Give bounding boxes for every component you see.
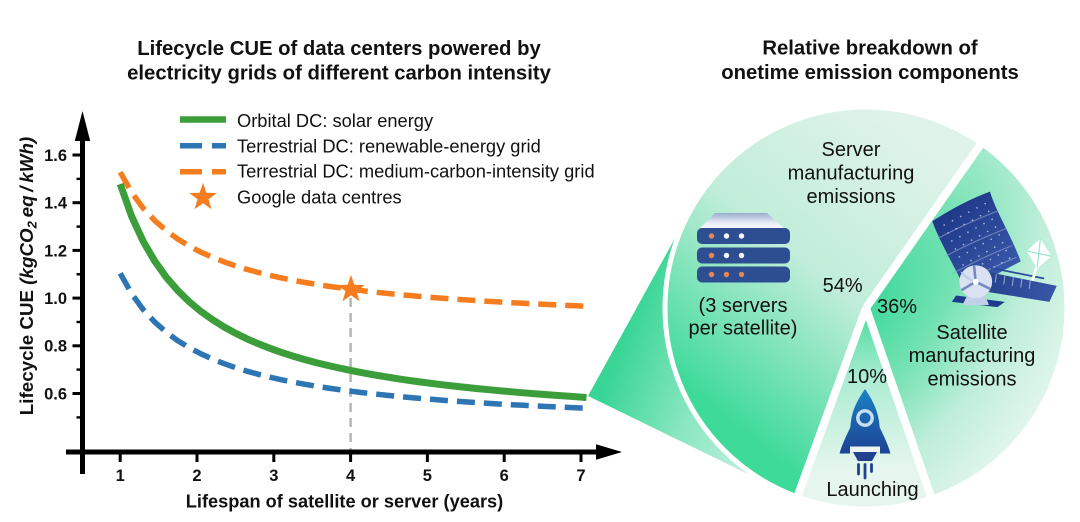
- svg-text:1.4: 1.4: [44, 195, 68, 213]
- svg-text:6: 6: [500, 467, 509, 485]
- svg-text:manufacturing: manufacturing: [909, 345, 1036, 367]
- svg-text:Relative breakdown of: Relative breakdown of: [762, 38, 978, 60]
- svg-text:Launching: Launching: [826, 479, 918, 501]
- svg-text:54%: 54%: [823, 275, 863, 297]
- svg-text:Terrestrial DC: medium-carbon-: Terrestrial DC: medium-carbon-intensity …: [237, 161, 595, 182]
- svg-text:Lifecycle CUE of data centers: Lifecycle CUE of data centers powered by: [137, 38, 541, 60]
- svg-text:5: 5: [423, 467, 432, 485]
- svg-text:1: 1: [116, 467, 125, 485]
- svg-text:0.6: 0.6: [44, 385, 67, 403]
- svg-text:Server: Server: [822, 139, 881, 161]
- svg-text:1.6: 1.6: [44, 147, 67, 165]
- svg-text:manufacturing: manufacturing: [788, 163, 915, 185]
- svg-text:per satellite): per satellite): [689, 318, 798, 340]
- svg-text:Lifecycle CUE (kgCO2 eq / kWh): Lifecycle CUE (kgCO2 eq / kWh): [16, 137, 40, 415]
- svg-text:0.8: 0.8: [44, 338, 67, 356]
- svg-text:7: 7: [576, 467, 585, 485]
- svg-text:Satellite: Satellite: [936, 322, 1007, 344]
- svg-text:1.2: 1.2: [44, 242, 67, 260]
- svg-text:onetime emission components: onetime emission components: [721, 62, 1019, 84]
- svg-text:emissions: emissions: [928, 369, 1017, 391]
- svg-text:Orbital DC: solar energy: Orbital DC: solar energy: [237, 110, 434, 131]
- svg-text:(3 servers: (3 servers: [699, 295, 788, 317]
- svg-text:4: 4: [346, 467, 356, 485]
- svg-text:Terrestrial DC: renewable-ener: Terrestrial DC: renewable-energy grid: [237, 135, 541, 156]
- svg-text:emissions: emissions: [807, 186, 896, 208]
- svg-text:1.0: 1.0: [44, 290, 67, 308]
- svg-text:2: 2: [192, 467, 201, 485]
- svg-text:10%: 10%: [847, 366, 887, 388]
- svg-text:36%: 36%: [877, 296, 917, 318]
- svg-text:3: 3: [269, 467, 278, 485]
- svg-text:electricity grids of different: electricity grids of different carbon in…: [127, 63, 551, 85]
- svg-text:Lifespan of satellite or serve: Lifespan of satellite or server (years): [186, 492, 503, 512]
- svg-text:Google data centres: Google data centres: [237, 186, 402, 207]
